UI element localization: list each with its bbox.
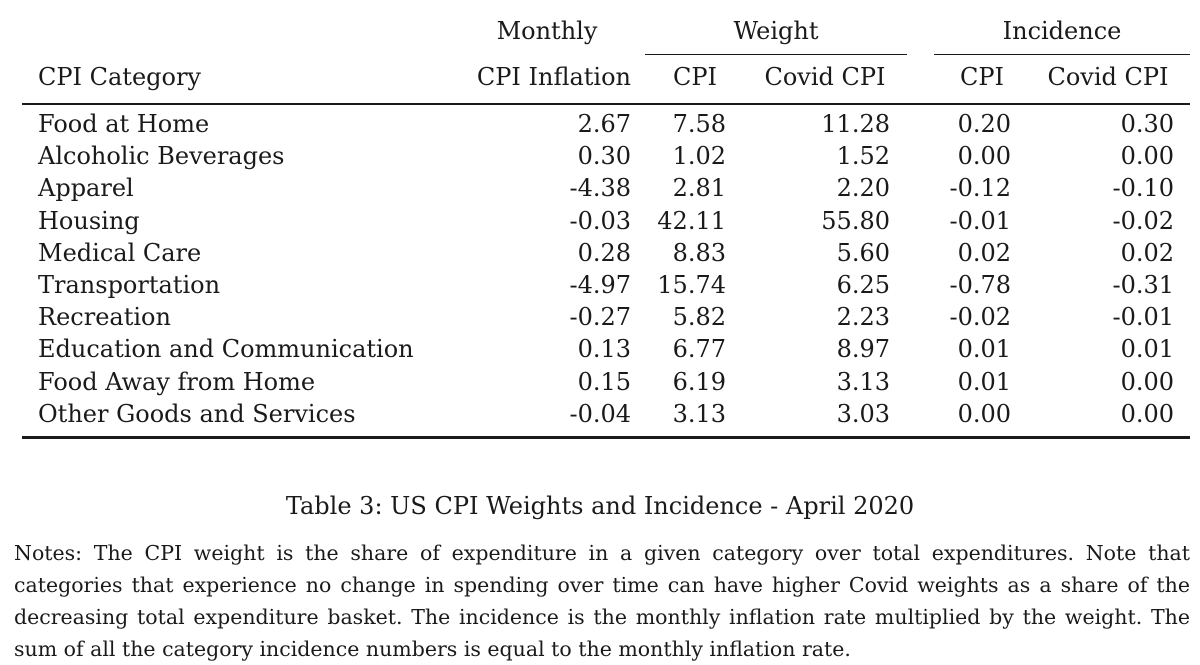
- column-header-inflation: CPI Inflation: [476, 63, 631, 91]
- cell-weight-covid: 2.20: [836, 174, 890, 203]
- cell-category: Food at Home: [38, 110, 210, 138]
- cell-incidence-cpi: 0.02: [957, 238, 1011, 267]
- cell-inflation: -4.97: [569, 271, 631, 299]
- cell-inflation: 0.30: [577, 142, 631, 171]
- cell-category: Other Goods and Services: [38, 399, 356, 428]
- cell-weight-cpi: 15.74: [657, 271, 726, 299]
- cell-category: Recreation: [38, 303, 171, 332]
- cell-inflation: -0.04: [569, 399, 631, 428]
- cell-weight-cpi: 42.11: [657, 206, 726, 235]
- cell-category: Food Away from Home: [38, 367, 316, 396]
- cell-incidence-covid: -0.02: [1112, 206, 1174, 235]
- column-header-weight-cpi: CPI: [673, 63, 717, 91]
- cell-incidence-cpi: -0.78: [949, 271, 1011, 299]
- cell-incidence-cpi: 0.01: [957, 367, 1011, 396]
- cell-inflation: -0.27: [569, 303, 631, 332]
- cell-incidence-cpi: -0.01: [949, 206, 1011, 235]
- cell-weight-covid: 1.52: [836, 142, 890, 171]
- weight-group-rule: [645, 54, 907, 55]
- cell-incidence-covid: -0.31: [1112, 271, 1174, 299]
- cell-incidence-covid: 0.00: [1120, 142, 1174, 171]
- cell-weight-cpi: 8.83: [672, 238, 726, 267]
- cell-inflation: -0.03: [569, 206, 631, 235]
- column-header-incidence-covid: Covid CPI: [1047, 63, 1169, 91]
- cell-incidence-covid: 0.30: [1120, 110, 1174, 138]
- column-header-incidence-cpi: CPI: [960, 63, 1004, 91]
- table-bottom-rule: [22, 436, 1190, 439]
- cell-weight-cpi: 3.13: [672, 399, 726, 428]
- cell-incidence-covid: -0.01: [1112, 303, 1174, 332]
- cell-inflation: 0.15: [577, 367, 631, 396]
- cell-weight-covid: 6.25: [836, 271, 890, 299]
- cell-weight-cpi: 6.19: [672, 367, 726, 396]
- incidence-group-rule: [934, 54, 1190, 55]
- header-incidence: Incidence: [1002, 17, 1122, 45]
- cell-inflation: 0.28: [577, 238, 631, 267]
- cell-weight-cpi: 1.02: [672, 142, 726, 171]
- cell-category: Apparel: [38, 174, 134, 203]
- table-caption: Table 3: US CPI Weights and Incidence - …: [285, 492, 915, 520]
- cell-incidence-cpi: 0.00: [957, 399, 1011, 428]
- cell-incidence-covid: 0.01: [1120, 335, 1174, 364]
- cell-inflation: 2.67: [577, 110, 631, 138]
- cell-incidence-covid: 0.00: [1120, 399, 1174, 428]
- header-monthly: Monthly: [496, 17, 598, 45]
- header-rule: [22, 103, 1190, 105]
- cell-category: Transportation: [38, 271, 221, 299]
- cell-incidence-cpi: 0.01: [957, 335, 1011, 364]
- cell-weight-covid: 3.13: [836, 367, 890, 396]
- cell-incidence-covid: 0.02: [1120, 238, 1174, 267]
- cell-weight-covid: 8.97: [836, 335, 890, 364]
- cell-incidence-cpi: -0.12: [949, 174, 1011, 203]
- cell-category: Alcoholic Beverages: [38, 142, 285, 171]
- cell-weight-cpi: 5.82: [672, 303, 726, 332]
- cell-inflation: -4.38: [569, 174, 631, 203]
- cell-weight-cpi: 2.81: [672, 174, 726, 203]
- cell-incidence-cpi: 0.20: [957, 110, 1011, 138]
- cell-weight-covid: 5.60: [836, 238, 890, 267]
- cell-weight-covid: 2.23: [836, 303, 890, 332]
- column-header-weight-covid: Covid CPI: [764, 63, 886, 91]
- cell-category: Medical Care: [38, 238, 202, 267]
- cell-incidence-covid: -0.10: [1112, 174, 1174, 203]
- cell-weight-cpi: 6.77: [672, 335, 726, 364]
- cell-category: Housing: [38, 206, 140, 235]
- header-weight: Weight: [733, 17, 819, 45]
- cell-weight-covid: 3.03: [836, 399, 890, 428]
- column-header-category: CPI Category: [38, 63, 201, 91]
- cell-weight-covid: 55.80: [821, 206, 890, 235]
- table-notes: Notes: The CPI weight is the share of ex…: [14, 541, 1190, 661]
- cell-category: Education and Communication: [38, 335, 414, 364]
- cell-incidence-covid: 0.00: [1120, 367, 1174, 396]
- cell-incidence-cpi: -0.02: [949, 303, 1011, 332]
- cell-incidence-cpi: 0.00: [957, 142, 1011, 171]
- cell-weight-covid: 11.28: [821, 110, 890, 138]
- cell-inflation: 0.13: [577, 335, 631, 364]
- cell-weight-cpi: 7.58: [672, 110, 726, 138]
